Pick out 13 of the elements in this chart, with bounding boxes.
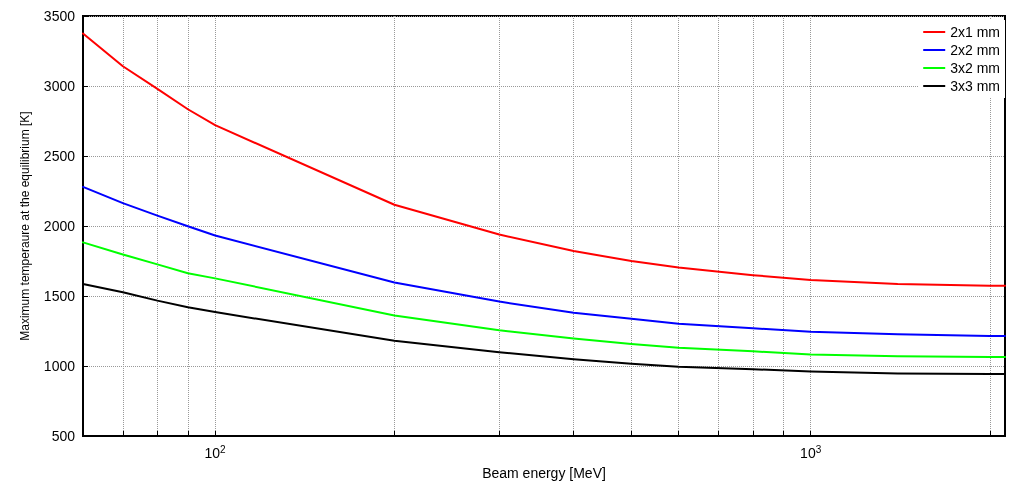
legend-label: 3x2 mm xyxy=(950,60,1001,76)
y-tick-label: 3000 xyxy=(43,78,76,94)
y-tick-label: 2000 xyxy=(43,218,76,234)
y-tick-label: 3500 xyxy=(43,8,76,24)
y-tick-label: 1500 xyxy=(43,288,76,304)
x-axis-title: Beam energy [MeV] xyxy=(482,465,606,481)
y-axis-title: Maximum temperaure at the equilibrium [K] xyxy=(18,111,32,341)
y-tick-label: 2500 xyxy=(43,148,76,164)
legend-label: 2x2 mm xyxy=(950,42,1001,58)
y-tick-label: 500 xyxy=(51,428,76,444)
legend-label: 2x1 mm xyxy=(950,24,1001,40)
y-tick-label: 1000 xyxy=(43,358,76,374)
legend-label: 3x3 mm xyxy=(950,78,1001,94)
